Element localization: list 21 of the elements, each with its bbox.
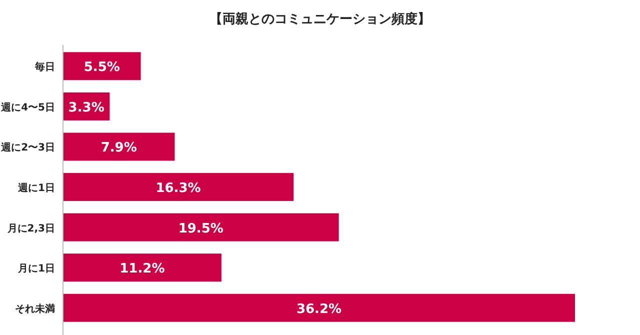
y-tick-label: 毎日 (34, 61, 55, 74)
bar (63, 52, 141, 80)
chart-title: 【両親とのコミュニケーション頻度】 (210, 11, 430, 27)
bar (63, 294, 575, 322)
y-tick-label: 週に1日 (17, 182, 55, 194)
data-label: 19.5% (178, 221, 224, 236)
data-label: 7.9% (100, 140, 137, 156)
y-tick-label: それ未満 (15, 302, 55, 315)
bar (63, 213, 339, 242)
data-label: 11.2% (120, 262, 165, 277)
y-tick-label: 月に2,3日 (6, 223, 55, 234)
y-tick-label: 月に1日 (17, 264, 55, 275)
data-label: 36.2% (296, 302, 342, 317)
y-tick-label: 週に2〜3日 (0, 142, 55, 154)
bar (63, 132, 175, 161)
y-tick-label: 週に4〜5日 (0, 101, 55, 114)
bar (63, 254, 222, 282)
data-label: 5.5% (84, 60, 120, 76)
data-label: 3.3% (68, 100, 104, 116)
bar (63, 173, 294, 201)
data-label: 16.3% (156, 181, 201, 196)
